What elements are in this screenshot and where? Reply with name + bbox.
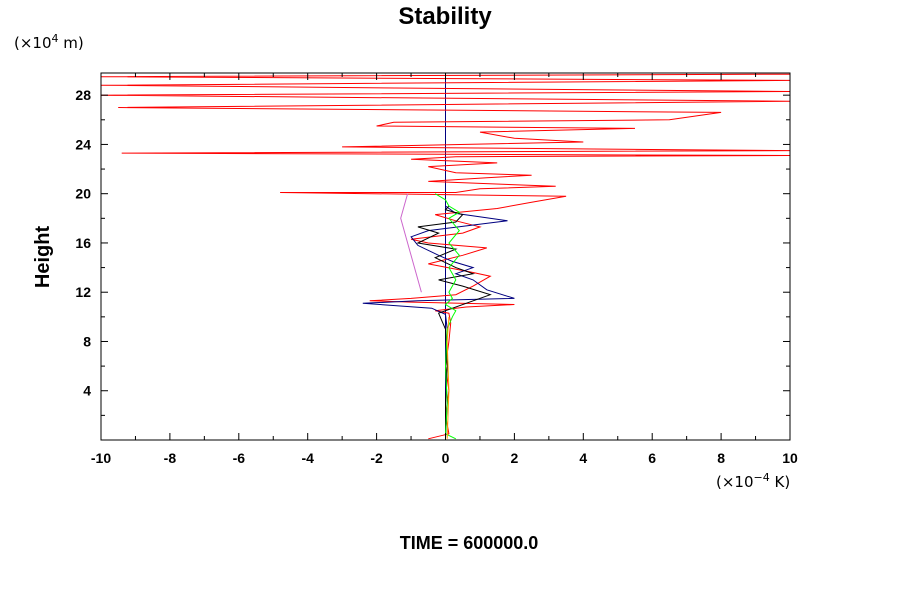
y-tick-label: 4 [83,383,91,399]
y-tick-label: 12 [75,284,91,300]
y-axis-label: Height [32,226,54,289]
x-tick-label: -10 [91,450,111,466]
series-line-3 [416,205,492,439]
x-tick-label: 10 [782,450,798,466]
x-tick-label: -6 [233,450,246,466]
chart-title: Stability [398,3,492,30]
series-line-1 [101,73,790,440]
series-layer [101,73,790,440]
x-tick-label: 2 [511,450,519,466]
y-tick-label: 24 [75,136,91,152]
x-axis-unit: (×10−4 K) [716,471,790,491]
x-tick-label: 4 [579,450,587,466]
x-tick-label: 0 [442,450,450,466]
y-tick-label: 28 [75,87,91,103]
x-tick-label: -2 [370,450,383,466]
y-tick-label: 16 [75,235,91,251]
x-tick-label: -4 [301,450,314,466]
x-tick-label: 8 [717,450,725,466]
time-footer: TIME = 600000.0 [400,533,539,553]
y-tick-label: 20 [75,186,91,202]
series-line-6 [400,193,422,293]
x-tick-label: -8 [164,450,177,466]
series-line-4 [434,193,461,440]
x-tick-label: 6 [648,450,656,466]
series-line-5 [446,316,450,439]
y-tick-label: 8 [83,333,91,349]
series-line-2 [362,205,515,439]
y-axis-unit: (×104 m) [14,32,84,52]
